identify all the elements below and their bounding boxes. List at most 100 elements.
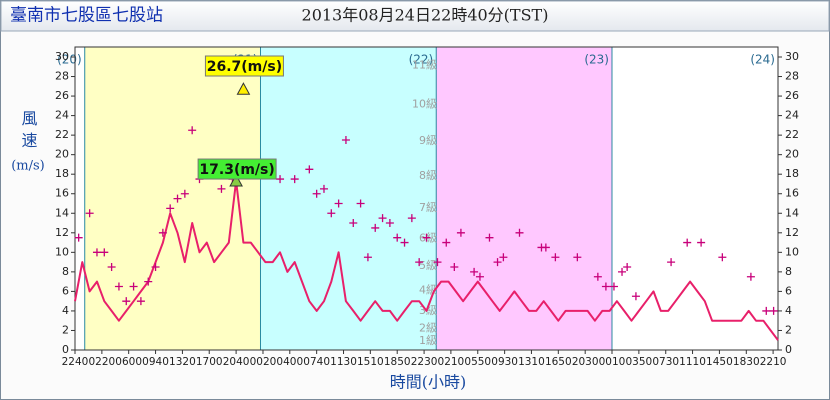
x-tick-label: 1450 (706, 356, 733, 368)
gust-marker (158, 228, 167, 237)
y-tick-label: 26 (55, 89, 69, 102)
gust-marker (683, 238, 692, 247)
day-band (75, 47, 85, 350)
x-tick-label: 2030 (572, 356, 599, 368)
x-axis-label: 時間(小時) (390, 373, 467, 392)
gust-marker (85, 209, 94, 218)
gust-marker (166, 204, 175, 213)
gust-marker (74, 233, 83, 242)
day-label: (20) (57, 53, 82, 67)
gust-marker (485, 233, 494, 242)
level-label: 9級 (419, 134, 437, 147)
x-tick-label: 0400 (276, 356, 303, 368)
gust-marker (378, 214, 387, 223)
gust-marker (631, 292, 640, 301)
x-tick-label: 1830 (733, 356, 760, 368)
y-tick-label: 10 (55, 245, 69, 258)
y-tick-label-right: 6 (785, 284, 792, 297)
gust-marker (92, 248, 101, 257)
chart-title: 臺南市七股區七股站 (10, 6, 163, 26)
y-tick-label-right: 8 (785, 265, 792, 278)
gust-marker (609, 282, 618, 291)
y-tick-label: 22 (55, 128, 69, 141)
x-tick-label: 0210 (438, 356, 465, 368)
gust-marker (107, 262, 116, 271)
x-tick-label: 1110 (679, 356, 706, 368)
gust-marker (541, 243, 550, 252)
y-tick-label: 4 (62, 304, 69, 317)
x-tick-label: 1320 (169, 356, 196, 368)
gust-marker (217, 184, 226, 193)
plot-area: (20)(21)(22)(23)(24)1級2級3級4級5級6級7級8級9級10… (55, 46, 799, 368)
gust-marker (341, 136, 350, 145)
gust-marker (180, 189, 189, 198)
level-label: 8級 (419, 169, 437, 182)
gust-marker (305, 165, 314, 174)
gust-marker (173, 194, 182, 203)
gust-marker (334, 199, 343, 208)
level-label: 10級 (412, 98, 437, 111)
y-axis-unit: (m/s) (11, 159, 45, 174)
gust-marker (276, 175, 285, 184)
y-tick-label: 28 (55, 70, 69, 83)
y-tick-label: 2 (62, 323, 69, 336)
x-tick-label: 0940 (142, 356, 169, 368)
gust-marker (400, 238, 409, 247)
day-label: (22) (409, 53, 434, 67)
y-axis-label: 風速 (19, 110, 38, 154)
gust-marker (697, 238, 706, 247)
day-band (84, 47, 261, 350)
gust-marker (475, 272, 484, 281)
gust-marker (122, 297, 131, 306)
gust-marker (136, 297, 145, 306)
gust-marker (129, 282, 138, 291)
gust-marker (470, 267, 479, 276)
x-tick-label: 1700 (196, 356, 223, 368)
x-tick-label: 1850 (384, 356, 411, 368)
x-tick-label: 0600 (115, 356, 142, 368)
gust-marker (515, 228, 524, 237)
day-band (611, 47, 778, 350)
gust-marker (312, 189, 321, 198)
gust-marker (618, 267, 627, 276)
gust-marker (493, 258, 502, 267)
gust-marker (144, 277, 153, 286)
x-tick-label: 1510 (357, 356, 384, 368)
level-label: 7級 (419, 201, 437, 214)
gust-marker (593, 272, 602, 281)
x-tick-label: 2210 (760, 356, 787, 368)
y-tick-label: 30 (55, 50, 69, 63)
gust-marker (422, 233, 431, 242)
plot-border (74, 46, 779, 351)
level-label: 2級 (419, 321, 437, 334)
gust-marker (415, 258, 424, 267)
y-tick-label: 24 (55, 109, 69, 122)
level-label: 1級 (419, 334, 437, 347)
x-tick-label: 0740 (303, 356, 330, 368)
y-tick-label-right: 4 (785, 304, 792, 317)
gust-marker (290, 175, 299, 184)
x-tick-label: 1130 (330, 356, 357, 368)
y-tick-label-right: 20 (785, 148, 799, 161)
peak-marker (236, 82, 251, 95)
gust-marker (667, 258, 676, 267)
x-tick-label: 0350 (625, 356, 652, 368)
header (0, 0, 830, 32)
gust-marker (573, 253, 582, 262)
y-tick-label: 6 (62, 284, 69, 297)
y-tick-label-right: 16 (785, 187, 799, 200)
day-label: (23) (584, 53, 609, 67)
gust-marker (407, 214, 416, 223)
annotation-box (197, 158, 277, 180)
gust-marker (718, 253, 727, 262)
annotation-label: 26.7(m/s) (207, 59, 282, 75)
gust-marker (363, 253, 372, 262)
y-tick-label-right: 14 (785, 206, 799, 219)
peak-marker (229, 173, 243, 187)
y-tick-label-right: 30 (785, 50, 799, 63)
day-label: (24) (750, 53, 775, 67)
y-tick-label: 8 (62, 265, 69, 278)
annotation-box (204, 55, 284, 77)
y-tick-label-right: 18 (785, 167, 799, 180)
